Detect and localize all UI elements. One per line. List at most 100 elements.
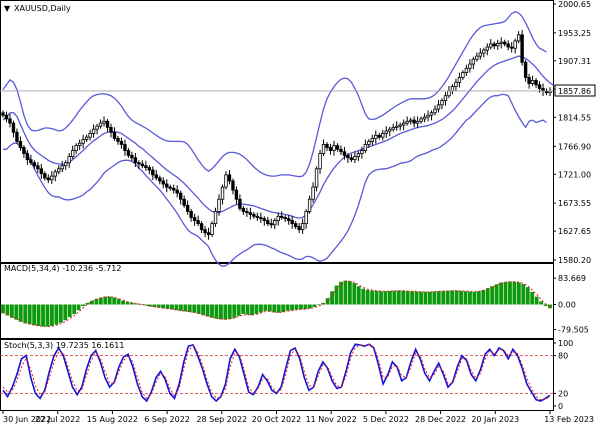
macd-bar [5, 304, 10, 316]
macd-bar [236, 304, 241, 316]
candle-body [381, 133, 385, 138]
candle [381, 129, 385, 141]
candle-body [454, 81, 458, 87]
candle [57, 165, 61, 175]
candle-body [489, 43, 493, 48]
candle [81, 134, 85, 149]
candle-body [485, 46, 489, 51]
candle [224, 171, 228, 190]
candle [29, 154, 33, 166]
macd-bar [232, 304, 237, 318]
candle [98, 119, 103, 129]
candle-body [137, 162, 141, 165]
candle-body [422, 116, 427, 120]
macd-bar [516, 282, 521, 305]
candle-body [175, 189, 179, 194]
candle-body [363, 144, 368, 151]
candle-body [210, 223, 214, 235]
candle [349, 154, 354, 163]
candle-body [332, 145, 336, 151]
macd-bar [76, 304, 81, 311]
candle [325, 142, 329, 151]
candle-body [349, 157, 354, 161]
price-tick-label: 1953.25 [558, 29, 591, 38]
macd-bar [18, 304, 23, 322]
macd-bar [94, 298, 99, 305]
candle-body [140, 163, 145, 167]
macd-bar [325, 298, 330, 305]
candle [384, 126, 388, 138]
macd-bar [499, 282, 503, 305]
candle-body [408, 119, 413, 122]
candle-body [259, 217, 263, 220]
candle [321, 139, 326, 157]
candle-body [39, 168, 44, 175]
candle-body [11, 122, 16, 133]
candle [119, 137, 124, 149]
x-tick-label: 13 Feb 2023 [544, 415, 594, 424]
macd-bar [414, 291, 419, 305]
macd-bar [396, 290, 401, 305]
macd-bar [463, 291, 468, 305]
candle [328, 143, 333, 155]
macd-bar [54, 304, 59, 325]
macd-pane[interactable] [1, 280, 552, 328]
candle [32, 160, 37, 170]
candle [252, 212, 256, 219]
macd-bar [98, 297, 103, 305]
candle [11, 120, 16, 138]
candle [15, 128, 19, 144]
macd-bar [343, 280, 348, 305]
price-pane[interactable] [0, 10, 558, 267]
candle-body [280, 215, 284, 218]
macd-bar [303, 304, 308, 309]
candle [220, 184, 225, 205]
candle [259, 212, 263, 223]
candle-body [436, 104, 441, 110]
candle-body [440, 100, 444, 106]
candle-body [468, 63, 472, 69]
candle [478, 48, 483, 60]
macd-bar [36, 304, 41, 326]
candle [137, 160, 141, 170]
candle [189, 208, 193, 222]
candle [133, 152, 138, 167]
candle-body [415, 120, 420, 124]
stochastic-pane[interactable] [0, 343, 553, 403]
candle-body [405, 120, 409, 124]
macd-bar [156, 304, 161, 308]
candle-body [199, 223, 204, 231]
candle [126, 148, 131, 158]
candle [530, 75, 535, 86]
candle [88, 129, 92, 141]
candle [217, 194, 221, 216]
macd-bar [41, 304, 45, 327]
candle-body [123, 144, 127, 151]
candle-body [377, 134, 381, 138]
symbol-icon: ▼ [4, 4, 11, 13]
candle-body [304, 211, 308, 224]
candle-body [22, 147, 26, 154]
candle-body [255, 215, 260, 218]
macd-bar [330, 291, 334, 305]
candle [485, 43, 489, 56]
candle [161, 177, 165, 189]
x-tick-label: 15 Aug 2022 [87, 415, 138, 424]
macd-bar [134, 303, 139, 305]
candle-body [433, 108, 437, 114]
candle [248, 207, 253, 220]
candle [213, 207, 218, 227]
candle [116, 135, 120, 145]
candle [534, 78, 538, 89]
x-tick-label: 28 Dec 2022 [415, 415, 466, 424]
candle-body [46, 177, 50, 181]
candle [314, 166, 319, 192]
candle-body [130, 154, 134, 159]
candle-body [262, 218, 267, 221]
candle [147, 165, 152, 175]
candle-body [116, 137, 120, 142]
macd-bar [116, 298, 121, 305]
macd-tick-label: 83.669 [558, 274, 586, 283]
candle [419, 116, 423, 124]
candle-body [213, 211, 218, 224]
